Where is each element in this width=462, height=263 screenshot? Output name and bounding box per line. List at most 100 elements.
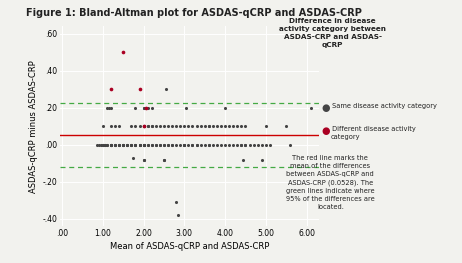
Point: [95, 143, 103, 147]
Point: [172, 200, 180, 204]
Point: [103, 143, 110, 147]
Point: [140, 143, 147, 147]
Point: [217, 143, 225, 147]
Point: [217, 124, 225, 128]
Point: [120, 143, 127, 147]
Point: [181, 143, 188, 147]
Point: [181, 143, 188, 147]
Point: [164, 143, 172, 147]
Point: [120, 143, 127, 147]
Point: [221, 106, 229, 110]
Point: [230, 124, 237, 128]
Point: [172, 143, 180, 147]
Point: [262, 143, 269, 147]
Point: [160, 143, 168, 147]
Point: [240, 158, 247, 162]
Point: [152, 143, 159, 147]
Point: [130, 156, 137, 160]
Point: [142, 106, 149, 110]
Point: [242, 143, 249, 147]
Point: [307, 106, 314, 110]
Point: [97, 143, 104, 147]
Point: [189, 143, 196, 147]
Point: [99, 143, 107, 147]
X-axis label: Mean of ASDAS-qCRP and ASDAS-CRP: Mean of ASDAS-qCRP and ASDAS-CRP: [110, 242, 269, 251]
Point: [128, 124, 135, 128]
Point: [144, 143, 152, 147]
Point: [107, 143, 115, 147]
Point: [221, 143, 229, 147]
Point: [282, 124, 290, 128]
Point: [111, 124, 119, 128]
Text: Difference in disease
activity category between
ASDAS-CRP and ASDAS-
qCRP: Difference in disease activity category …: [279, 18, 386, 48]
Point: [230, 143, 237, 147]
Point: [169, 143, 176, 147]
Point: [140, 124, 147, 128]
Point: [225, 143, 233, 147]
Point: [209, 124, 217, 128]
Point: [120, 50, 127, 54]
Point: [140, 124, 147, 128]
Point: [107, 106, 115, 110]
Point: [107, 143, 115, 147]
Point: [144, 124, 152, 128]
Point: [105, 106, 113, 110]
Point: [164, 143, 172, 147]
Point: [148, 143, 155, 147]
Point: [111, 143, 119, 147]
Point: [148, 143, 155, 147]
Text: Different disease activity
category: Different disease activity category: [330, 126, 416, 140]
Point: [107, 143, 115, 147]
Point: [111, 143, 119, 147]
Text: Figure 1: Bland-Altman plot for ASDAS-qCRP and ASDAS-CRP: Figure 1: Bland-Altman plot for ASDAS-qC…: [26, 8, 362, 18]
Point: [120, 143, 127, 147]
Point: [140, 158, 147, 162]
Point: [128, 143, 135, 147]
Point: [242, 143, 249, 147]
Point: [193, 143, 200, 147]
Point: [136, 87, 143, 91]
Point: [156, 143, 164, 147]
Point: [144, 124, 152, 128]
Point: [136, 124, 143, 128]
Point: [128, 143, 135, 147]
Point: [132, 143, 139, 147]
Point: [246, 143, 253, 147]
Point: [250, 143, 257, 147]
Point: [111, 143, 119, 147]
Point: [107, 87, 115, 91]
Point: [185, 143, 192, 147]
Point: [221, 124, 229, 128]
Point: [148, 124, 155, 128]
Point: [140, 106, 147, 110]
Point: [225, 124, 233, 128]
Text: The red line marks the
mean of the differences
between ASDAS-qCRP and
ASDAS-CRP : The red line marks the mean of the diffe…: [286, 155, 375, 210]
Point: [136, 143, 143, 147]
Point: [124, 143, 131, 147]
Point: [160, 143, 168, 147]
Point: [148, 124, 155, 128]
Point: [213, 124, 221, 128]
Point: [136, 143, 143, 147]
Point: [136, 143, 143, 147]
Point: [148, 106, 155, 110]
Point: [175, 213, 182, 217]
Point: [116, 143, 123, 147]
Point: [234, 143, 241, 147]
Point: [93, 143, 100, 147]
Point: [160, 124, 168, 128]
Point: [132, 106, 139, 110]
Point: [201, 124, 208, 128]
Point: [182, 106, 190, 110]
Point: [124, 143, 131, 147]
Point: [176, 124, 184, 128]
Point: [156, 124, 164, 128]
Point: [140, 143, 147, 147]
Point: [213, 143, 221, 147]
Point: [205, 124, 213, 128]
Point: [101, 143, 109, 147]
Point: [189, 124, 196, 128]
Point: [116, 143, 123, 147]
Point: [140, 143, 147, 147]
Point: [124, 143, 131, 147]
